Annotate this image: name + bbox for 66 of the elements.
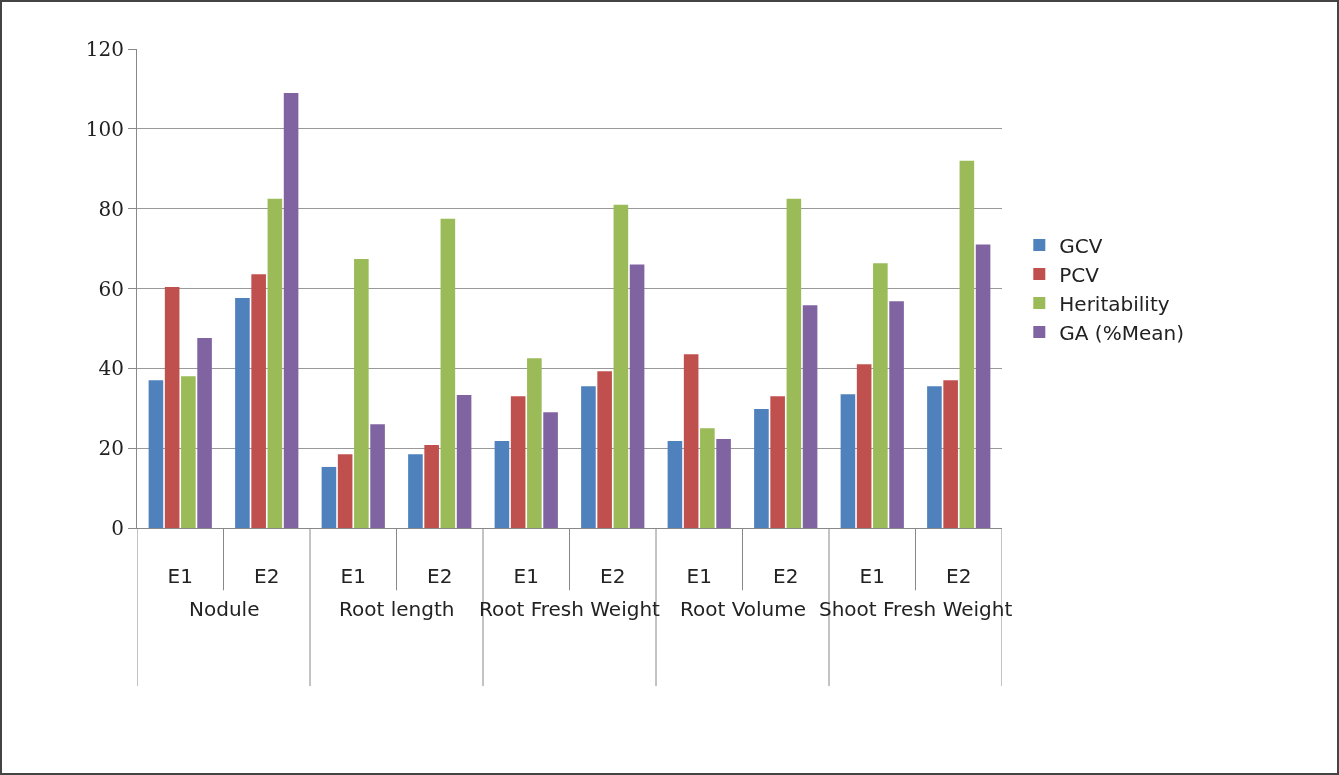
- y-tick-label: 100: [85, 116, 124, 141]
- x-tick-label: E2: [600, 564, 626, 588]
- x-tick-label: E2: [773, 564, 799, 588]
- bar: [267, 198, 283, 528]
- bar: [802, 305, 818, 528]
- text: Shoot Fresh Weight: [819, 597, 1013, 621]
- text: Root length: [339, 597, 455, 621]
- x-tick-label: E1: [686, 564, 712, 588]
- bar: [251, 274, 266, 528]
- bar: [629, 264, 645, 528]
- bar: [370, 424, 385, 528]
- y-tick-label: 120: [85, 37, 124, 61]
- bar: [597, 371, 612, 528]
- bar: [181, 376, 196, 528]
- x-tick-label: E2: [946, 564, 972, 588]
- bar: [856, 364, 872, 528]
- bar: [456, 395, 472, 528]
- bar: [770, 396, 785, 528]
- y-tick-label: 40: [98, 356, 124, 381]
- bar: [613, 204, 629, 528]
- bar: [943, 380, 958, 528]
- bar: [873, 263, 888, 528]
- bar: [494, 440, 510, 528]
- text: Nodule: [189, 597, 260, 621]
- text: Root Fresh Weight: [479, 597, 661, 621]
- bar: [700, 428, 715, 528]
- bar: [164, 286, 180, 528]
- bar: [716, 438, 731, 528]
- x-tick-label: E2: [254, 564, 280, 588]
- x-tick-label: E1: [167, 564, 193, 588]
- bar: [581, 386, 596, 528]
- bar: [683, 354, 699, 528]
- y-tick-label: 60: [98, 276, 124, 301]
- bar: [354, 258, 369, 528]
- x-tick-label: E1: [859, 564, 885, 588]
- text: Root Volume: [680, 597, 807, 621]
- y-tick-label: 20: [98, 436, 124, 461]
- y-tick-label: 80: [98, 196, 124, 221]
- bar: [337, 454, 353, 528]
- bar: [754, 409, 769, 528]
- x-tick-label: E1: [513, 564, 539, 588]
- bar: [927, 386, 942, 528]
- bar: [527, 358, 542, 528]
- x-tick-label: E1: [340, 564, 366, 588]
- y-tick-label: 0: [111, 516, 124, 540]
- bar: [321, 466, 337, 528]
- legend-label: PCV: [1059, 262, 1100, 287]
- bar: [959, 160, 975, 528]
- bar: [408, 454, 423, 528]
- bar: [235, 298, 250, 528]
- bar: [283, 92, 299, 528]
- x-tick-label: E2: [427, 564, 453, 588]
- legend-label: Heritability: [1059, 291, 1170, 316]
- bar: [510, 396, 526, 528]
- bar: [197, 338, 212, 528]
- legend-label: GCV: [1059, 233, 1103, 258]
- legend-label: GA (%Mean): [1059, 320, 1184, 345]
- bar: [889, 301, 904, 528]
- bar: [975, 244, 991, 528]
- bar: [840, 394, 856, 528]
- bar: [424, 444, 439, 528]
- bar: [543, 412, 558, 528]
- bar: [667, 440, 683, 528]
- bar: [786, 198, 802, 528]
- bar: [440, 218, 456, 528]
- bar: [148, 380, 164, 528]
